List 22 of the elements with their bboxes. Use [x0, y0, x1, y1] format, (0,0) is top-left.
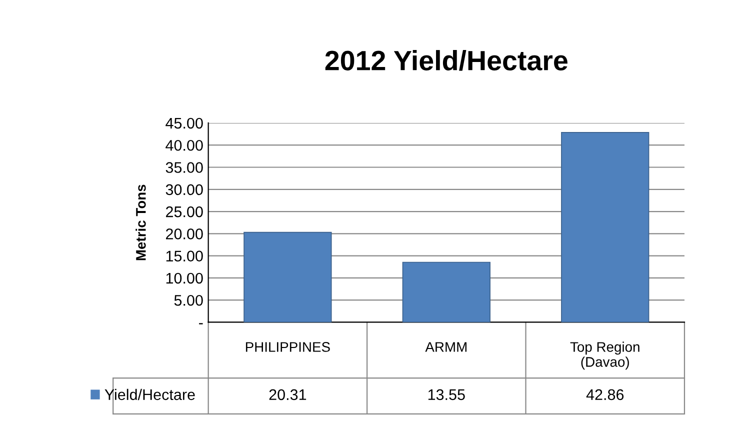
y-axis-title: Metric Tons	[136, 184, 146, 260]
data-label: 42.86	[586, 389, 624, 400]
bar	[244, 232, 332, 322]
y-tick-label: 10.00	[166, 272, 203, 284]
bar	[402, 262, 490, 322]
data-label: 13.55	[428, 389, 465, 400]
x-tick-label: PHILIPPINES	[246, 342, 330, 352]
y-tick-label: 20.00	[166, 228, 203, 240]
y-tick-label: 45.00	[166, 118, 203, 129]
x-tick-label: ARMM	[425, 342, 466, 352]
y-tick-label: 30.00	[166, 184, 203, 196]
y-tick-label: 35.00	[166, 162, 203, 173]
y-tick-label: 15.00	[166, 250, 203, 262]
legend-label: Yield/Hectare	[104, 388, 195, 400]
y-tick-label: 5.00	[174, 294, 203, 306]
data-label: 20.31	[269, 389, 306, 400]
chart-title: 2012 Yield/Hectare	[325, 50, 568, 71]
y-tick-label: -	[199, 323, 203, 324]
bar	[561, 132, 650, 322]
y-tick-label: 40.00	[166, 140, 203, 151]
y-tick-label: 25.00	[166, 206, 203, 218]
x-tick-label: Top Region (Davao)	[570, 342, 640, 370]
